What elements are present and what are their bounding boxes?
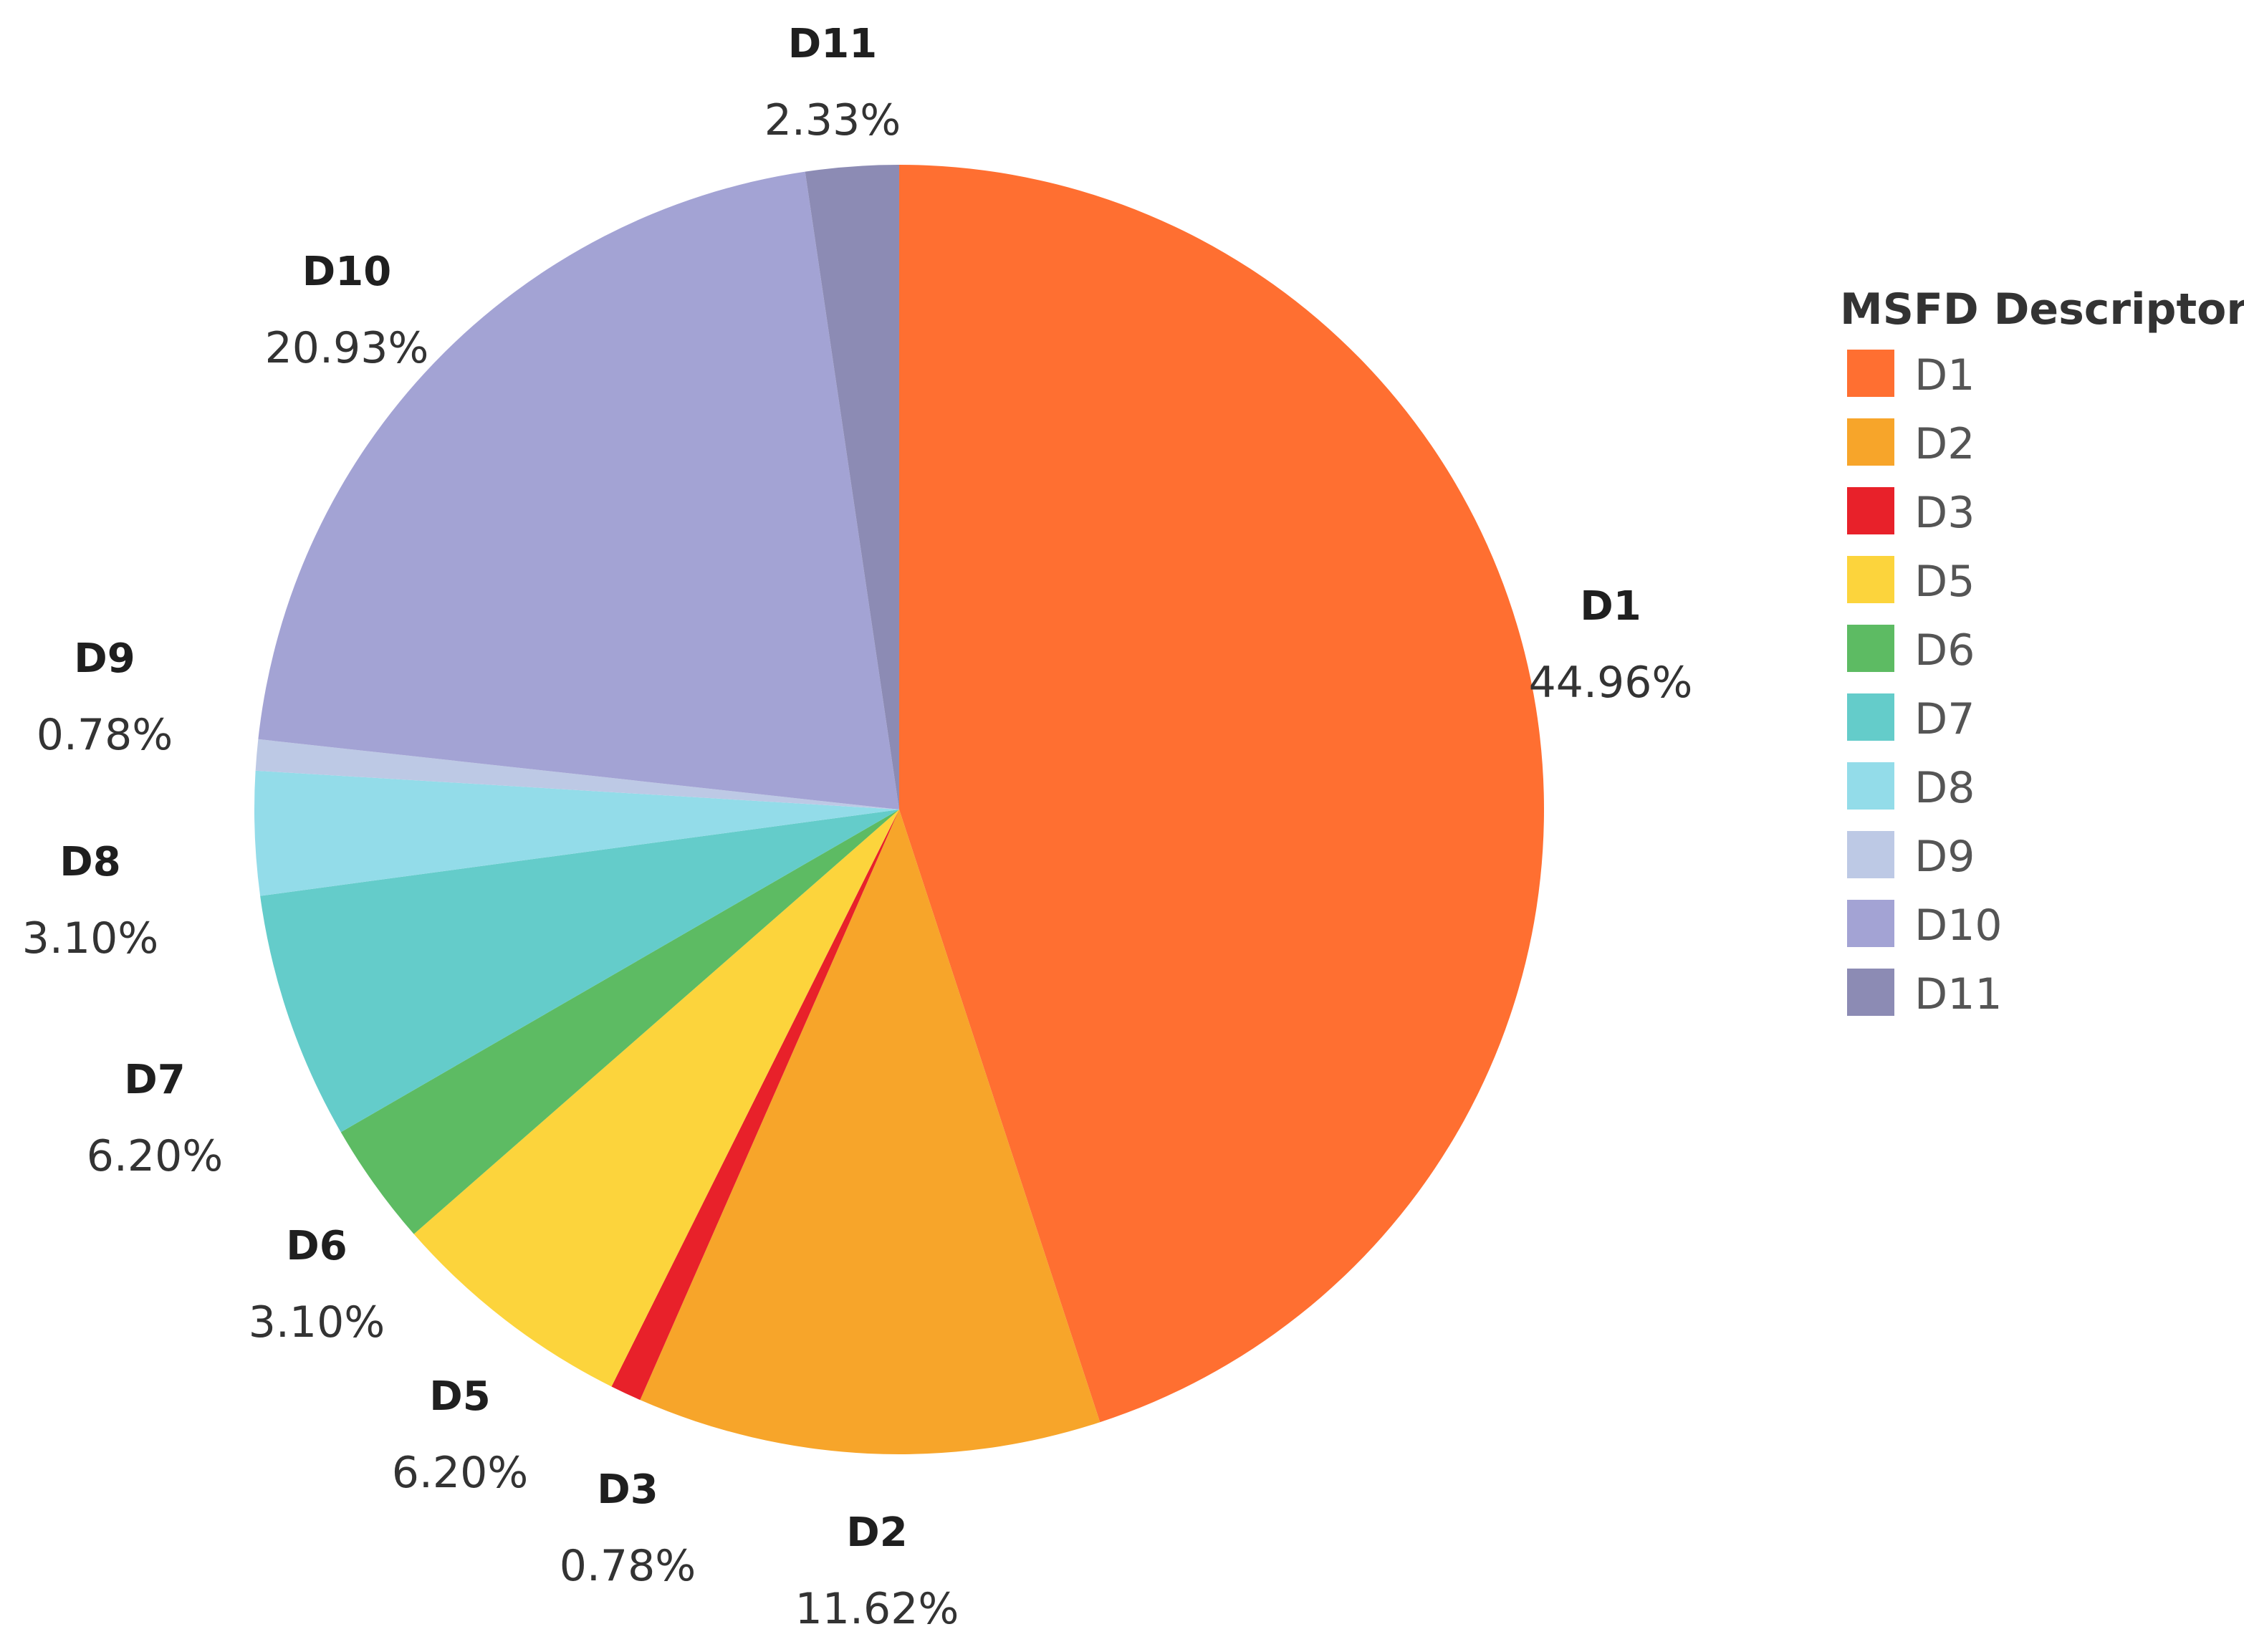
slice-label-d2: D2: [846, 1509, 907, 1556]
slice-value-d10: 20.93%: [265, 323, 429, 373]
slice-label-d7: D7: [124, 1057, 185, 1103]
slice-value-d1: 44.96%: [1529, 658, 1693, 708]
legend-title: MSFD Descriptor: [1840, 284, 2244, 335]
legend-item-d1[interactable]: D1: [1847, 350, 1975, 400]
legend-swatch-d1: [1847, 350, 1894, 397]
legend-swatch-d11: [1847, 969, 1894, 1016]
pie-slice-d9[interactable]: [255, 739, 899, 810]
legend-swatch-d8: [1847, 762, 1894, 810]
pie-slice-d7[interactable]: [260, 810, 899, 1133]
slice-label-d8: D8: [59, 839, 120, 885]
slice-value-d6: 3.10%: [249, 1297, 385, 1348]
legend-item-d5[interactable]: D5: [1847, 556, 1975, 607]
legend-item-d3[interactable]: D3: [1847, 487, 1975, 538]
legend-label-d6: D6: [1914, 625, 1975, 676]
legend-label-d9: D9: [1914, 832, 1975, 882]
slice-value-d2: 11.62%: [795, 1584, 959, 1634]
slice-label-d3: D3: [597, 1466, 658, 1513]
pie-slice-d8[interactable]: [254, 770, 899, 896]
slice-value-d3: 0.78%: [560, 1541, 696, 1591]
legend-item-d7[interactable]: D7: [1847, 693, 1975, 744]
legend-item-d8[interactable]: D8: [1847, 762, 1975, 813]
pie-slice-d10[interactable]: [258, 171, 899, 810]
legend-label-d11: D11: [1914, 969, 2003, 1019]
legend-label-d10: D10: [1914, 901, 2003, 951]
slice-label-d10: D10: [302, 249, 391, 295]
slice-value-d5: 6.20%: [392, 1448, 529, 1498]
slice-label-d6: D6: [286, 1223, 347, 1269]
legend-label-d3: D3: [1914, 488, 1975, 538]
legend-label-d7: D7: [1914, 694, 1975, 744]
pie-slice-d11[interactable]: [805, 165, 899, 810]
pie-slice-d2[interactable]: [640, 810, 1101, 1455]
legend-label-d8: D8: [1914, 763, 1975, 813]
legend-item-d9[interactable]: D9: [1847, 831, 1975, 882]
pie-slice-d1[interactable]: [899, 164, 1545, 1423]
legend-item-d11[interactable]: D11: [1847, 969, 2003, 1019]
legend-items: D1 D2 D3 D5 D6 D7 D8 D9 D10 D11: [1847, 350, 2003, 1019]
slice-labels: D1 44.96% D2 11.62% D3 0.78% D5 6.20% D6 3.10% D7 6…: [22, 21, 1693, 1634]
legend-item-d2[interactable]: D2: [1847, 418, 1975, 469]
legend-label-d2: D2: [1914, 419, 1975, 469]
slice-label-d1: D1: [1580, 583, 1641, 630]
pie-slice-d5[interactable]: [413, 810, 899, 1387]
slice-label-d11: D11: [788, 21, 877, 67]
legend-item-d6[interactable]: D6: [1847, 625, 1975, 676]
legend-swatch-d10: [1847, 900, 1894, 947]
legend-swatch-d5: [1847, 556, 1894, 603]
pie-slices: [254, 164, 1545, 1455]
legend: MSFD Descriptor D1 D2 D3 D5 D6 D7 D8 D9 D10 D11: [1840, 284, 2244, 1019]
pie-slice-d3[interactable]: [611, 810, 899, 1401]
slice-value-d7: 6.20%: [87, 1131, 224, 1181]
legend-swatch-d6: [1847, 625, 1894, 672]
legend-label-d5: D5: [1914, 557, 1975, 607]
slice-label-d5: D5: [429, 1373, 490, 1420]
slice-label-d9: D9: [74, 635, 135, 682]
legend-swatch-d3: [1847, 487, 1894, 534]
pie-slice-d6[interactable]: [340, 810, 899, 1234]
legend-item-d10[interactable]: D10: [1847, 900, 2003, 951]
slice-value-d8: 3.10%: [22, 913, 159, 964]
legend-swatch-d9: [1847, 831, 1894, 878]
legend-label-d1: D1: [1914, 350, 1975, 400]
legend-swatch-d7: [1847, 693, 1894, 741]
slice-value-d11: 2.33%: [764, 95, 901, 145]
legend-swatch-d2: [1847, 418, 1894, 466]
slice-value-d9: 0.78%: [37, 710, 173, 760]
